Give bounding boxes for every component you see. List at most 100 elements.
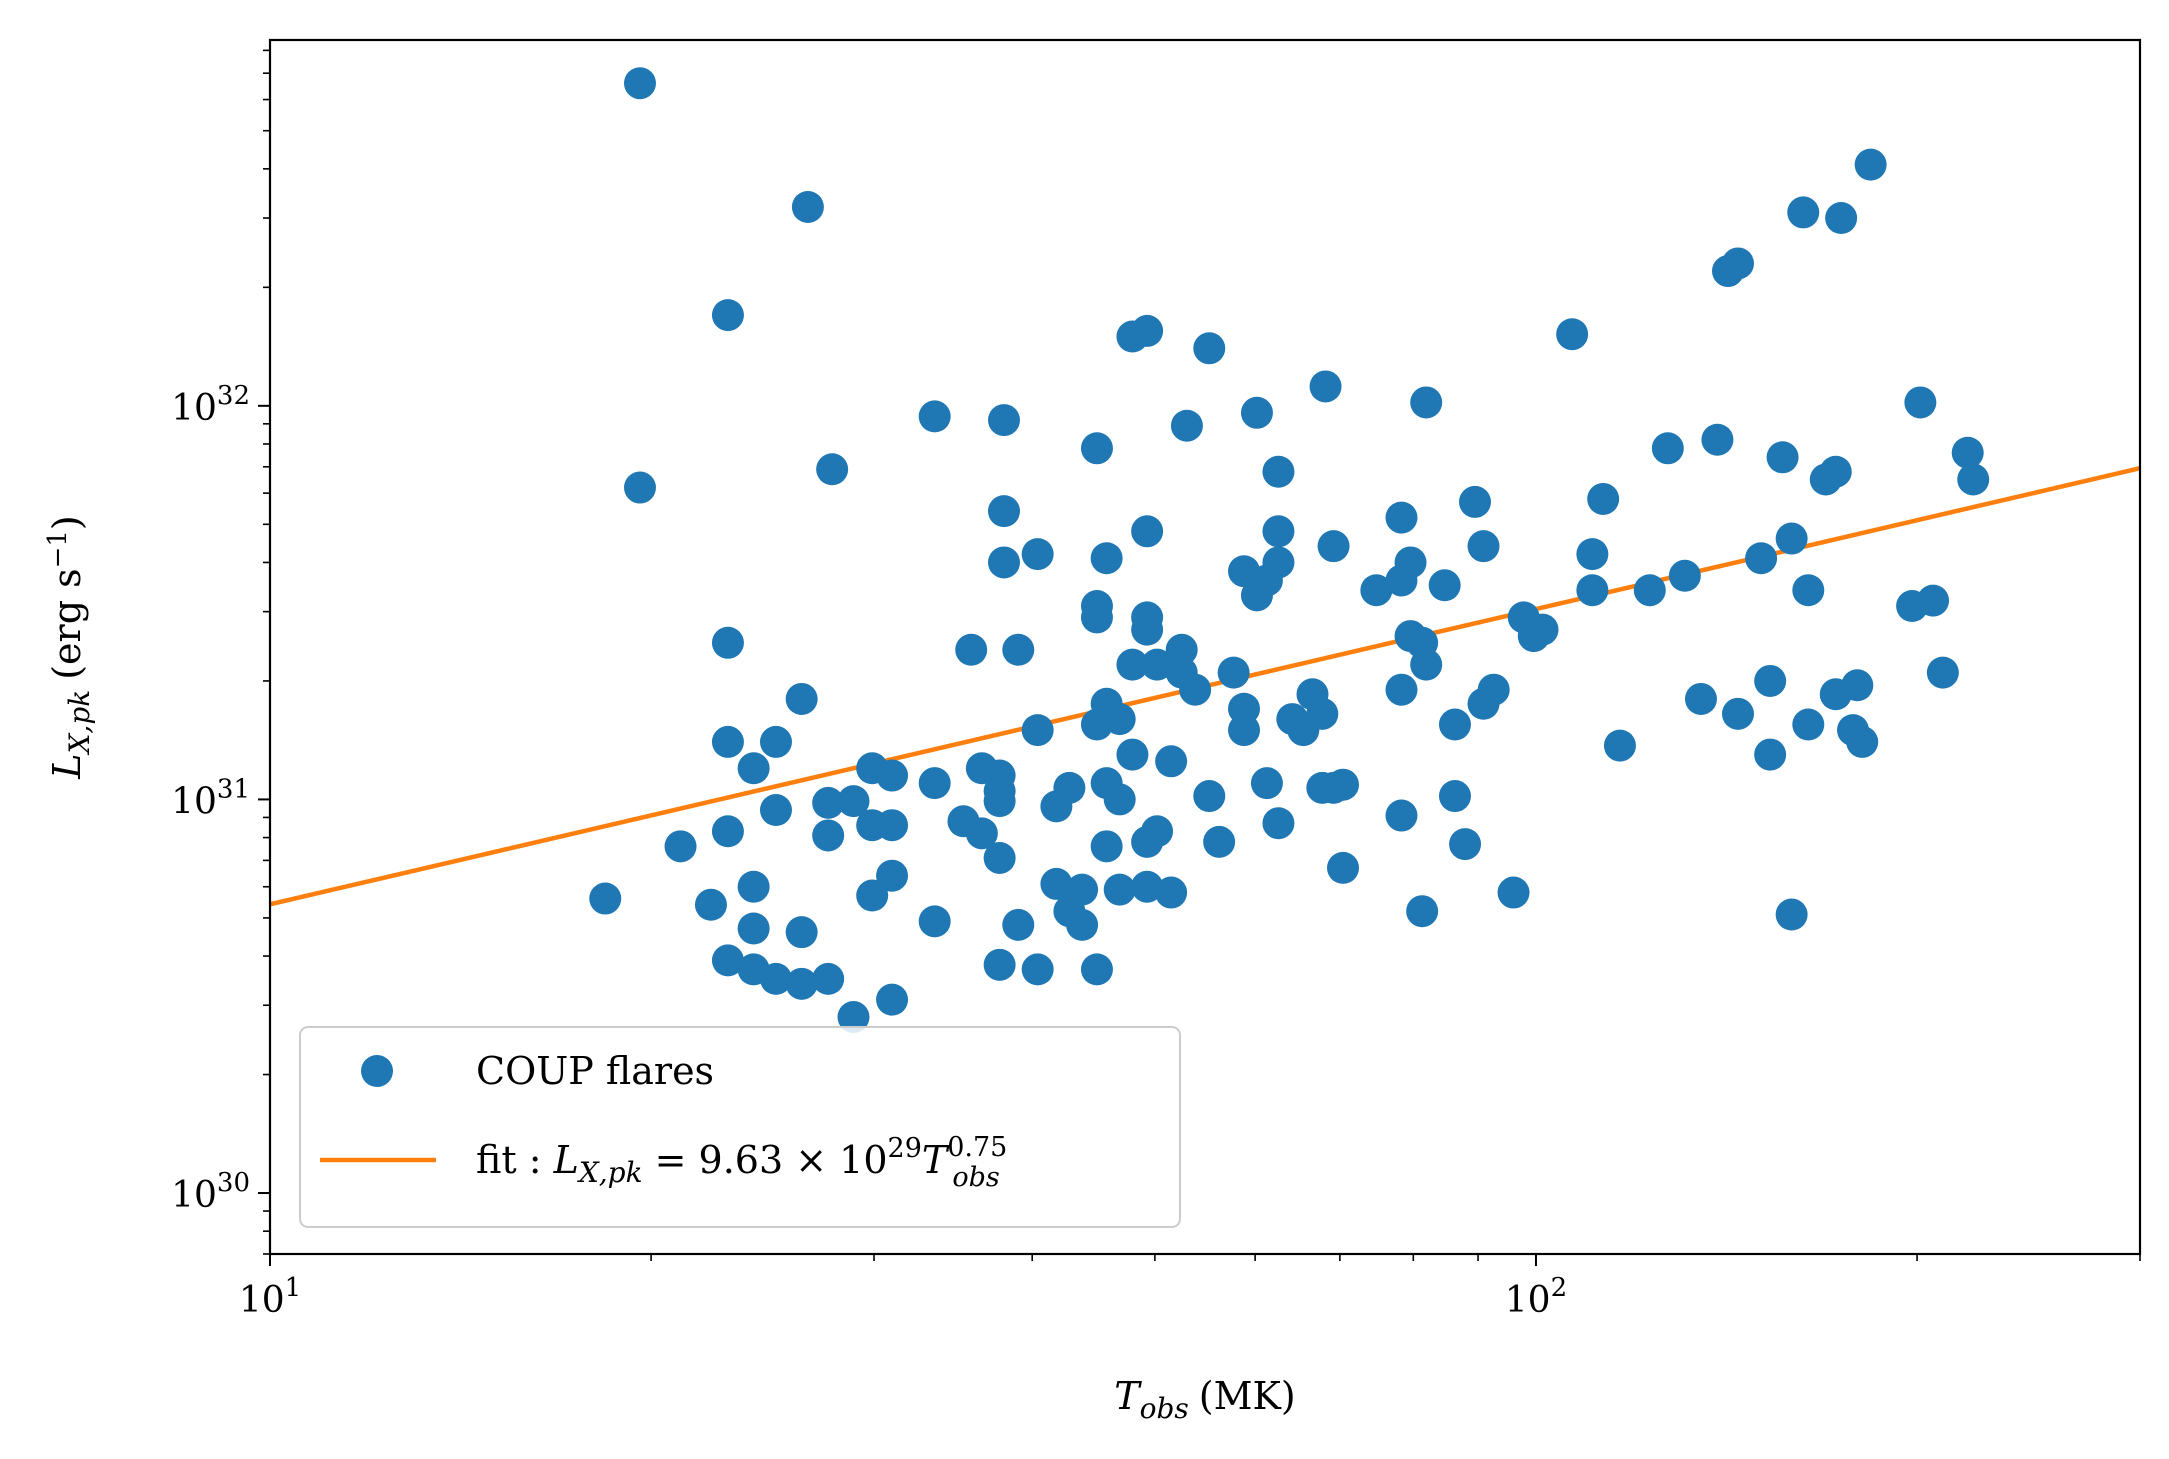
data-point bbox=[1428, 569, 1461, 602]
data-point bbox=[589, 882, 622, 915]
data-point bbox=[856, 879, 889, 912]
data-point bbox=[987, 546, 1020, 579]
data-point bbox=[1668, 559, 1701, 592]
data-point bbox=[1131, 613, 1164, 646]
data-point bbox=[1080, 953, 1113, 986]
data-point bbox=[918, 767, 951, 800]
data-point bbox=[785, 682, 818, 715]
data-point bbox=[1526, 613, 1559, 646]
data-point bbox=[1754, 738, 1787, 771]
data-point bbox=[1745, 542, 1778, 575]
data-point bbox=[812, 962, 845, 995]
data-point bbox=[1170, 409, 1203, 442]
data-point bbox=[1360, 574, 1393, 607]
y-axis-label-exp: −1 bbox=[43, 530, 73, 568]
x-axis-label-main: T bbox=[1114, 1374, 1142, 1418]
data-point bbox=[1651, 432, 1684, 465]
x-axis-label-unit: (MK) bbox=[1199, 1374, 1296, 1418]
data-point bbox=[785, 967, 818, 1000]
data-point bbox=[965, 817, 998, 850]
data-point bbox=[812, 819, 845, 852]
data-point bbox=[1066, 873, 1099, 906]
data-point bbox=[1262, 546, 1295, 579]
data-point bbox=[1002, 908, 1035, 941]
data-point bbox=[837, 1001, 870, 1034]
data-point bbox=[812, 786, 845, 819]
data-point bbox=[837, 785, 870, 818]
data-point bbox=[1165, 633, 1198, 666]
plot-frame bbox=[268, 38, 2142, 1256]
data-point bbox=[1775, 522, 1808, 555]
data-point bbox=[1410, 386, 1443, 419]
data-point bbox=[1721, 697, 1754, 730]
data-point bbox=[816, 453, 849, 486]
data-point bbox=[791, 190, 824, 223]
data-point bbox=[1103, 703, 1136, 736]
data-point bbox=[711, 944, 744, 977]
data-point bbox=[1754, 664, 1787, 697]
data-point bbox=[711, 815, 744, 848]
data-point bbox=[1792, 708, 1825, 741]
data-point bbox=[1179, 673, 1212, 706]
data-point bbox=[876, 859, 909, 892]
data-point bbox=[1438, 708, 1471, 741]
data-point bbox=[737, 752, 770, 785]
data-point bbox=[1262, 455, 1295, 488]
data-point bbox=[1306, 697, 1339, 730]
data-point bbox=[1701, 423, 1734, 456]
data-point bbox=[1021, 714, 1054, 747]
data-point bbox=[1090, 542, 1123, 575]
data-point bbox=[1721, 247, 1754, 280]
data-point bbox=[759, 962, 792, 995]
legend-box bbox=[299, 1026, 1181, 1228]
data-point bbox=[1327, 768, 1360, 801]
data-point bbox=[983, 841, 1016, 874]
data-point bbox=[1080, 601, 1113, 634]
data-point bbox=[737, 870, 770, 903]
data-point bbox=[1080, 432, 1113, 465]
y-axis-label-sub: X,pk bbox=[63, 690, 96, 756]
data-point bbox=[1385, 799, 1418, 832]
data-point bbox=[876, 809, 909, 842]
data-point bbox=[1385, 673, 1418, 706]
legend-fit-eq: = 9.63 × 10 bbox=[643, 1138, 888, 1182]
data-point bbox=[1317, 530, 1350, 563]
data-point bbox=[1576, 574, 1609, 607]
data-point bbox=[1951, 436, 1984, 469]
data-point bbox=[785, 916, 818, 949]
data-point bbox=[987, 495, 1020, 528]
data-point bbox=[711, 299, 744, 332]
data-point bbox=[1141, 648, 1174, 681]
data-point bbox=[1603, 729, 1636, 762]
data-point bbox=[1250, 767, 1283, 800]
y-axis-label-main: L bbox=[45, 754, 89, 780]
data-point bbox=[1556, 318, 1589, 351]
data-point bbox=[1497, 876, 1530, 909]
data-point bbox=[623, 471, 656, 504]
data-point bbox=[694, 888, 727, 921]
data-point bbox=[1193, 780, 1226, 813]
data-point bbox=[955, 633, 988, 666]
data-point bbox=[1787, 196, 1820, 229]
y-tick-label: 1030 bbox=[171, 1168, 250, 1216]
legend-fit-T-sub: obs bbox=[952, 1162, 999, 1193]
data-point bbox=[1141, 815, 1174, 848]
data-point bbox=[1467, 530, 1500, 563]
data-point bbox=[1846, 725, 1879, 758]
data-point bbox=[1116, 648, 1149, 681]
legend-fit-L: L bbox=[553, 1138, 579, 1182]
data-point bbox=[1309, 370, 1342, 403]
data-point bbox=[1841, 669, 1874, 702]
legend-scatter-marker bbox=[361, 1055, 393, 1087]
data-point bbox=[1262, 807, 1295, 840]
data-point bbox=[1131, 870, 1164, 903]
data-point bbox=[1327, 851, 1360, 884]
data-point bbox=[1217, 656, 1250, 689]
legend-fit-T-exp: 0.75 bbox=[947, 1132, 1007, 1163]
data-point bbox=[1825, 202, 1858, 235]
data-point bbox=[1002, 633, 1035, 666]
legend-fit-label: fit : LX,pk = 9.63 × 1029T0.75 obs bbox=[476, 1132, 1007, 1193]
data-point bbox=[1394, 546, 1427, 579]
data-point bbox=[711, 725, 744, 758]
data-point bbox=[1385, 501, 1418, 534]
